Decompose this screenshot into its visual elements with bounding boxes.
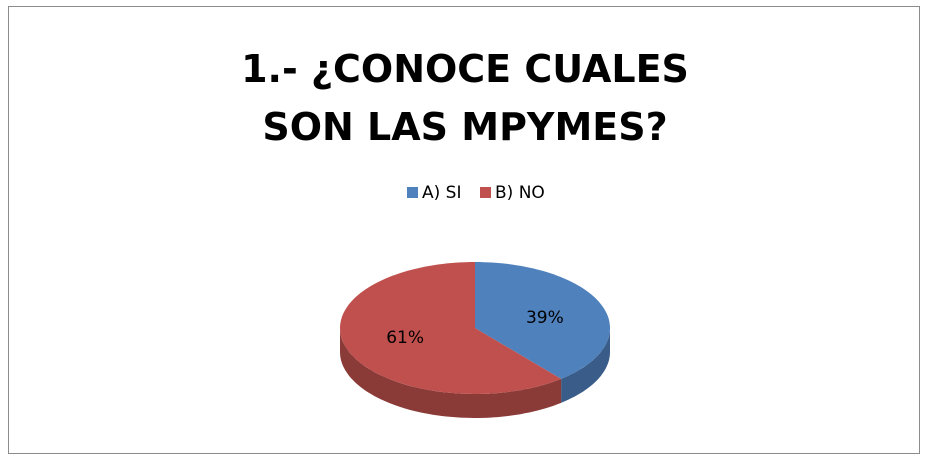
legend-swatch — [480, 187, 491, 198]
legend-swatch — [407, 187, 418, 198]
legend-label: B) NO — [495, 183, 545, 203]
pie-side — [561, 328, 610, 403]
pie-slice — [475, 262, 610, 379]
data-label: 61% — [386, 328, 424, 348]
data-label: 39% — [526, 308, 564, 328]
legend-label: A) SI — [422, 183, 461, 203]
pie-slice — [340, 262, 562, 394]
chart-title: 1.- ¿CONOCE CUALES SON LAS MPYMES? — [241, 47, 689, 149]
pie-side — [340, 328, 562, 418]
chart-frame — [8, 6, 920, 454]
